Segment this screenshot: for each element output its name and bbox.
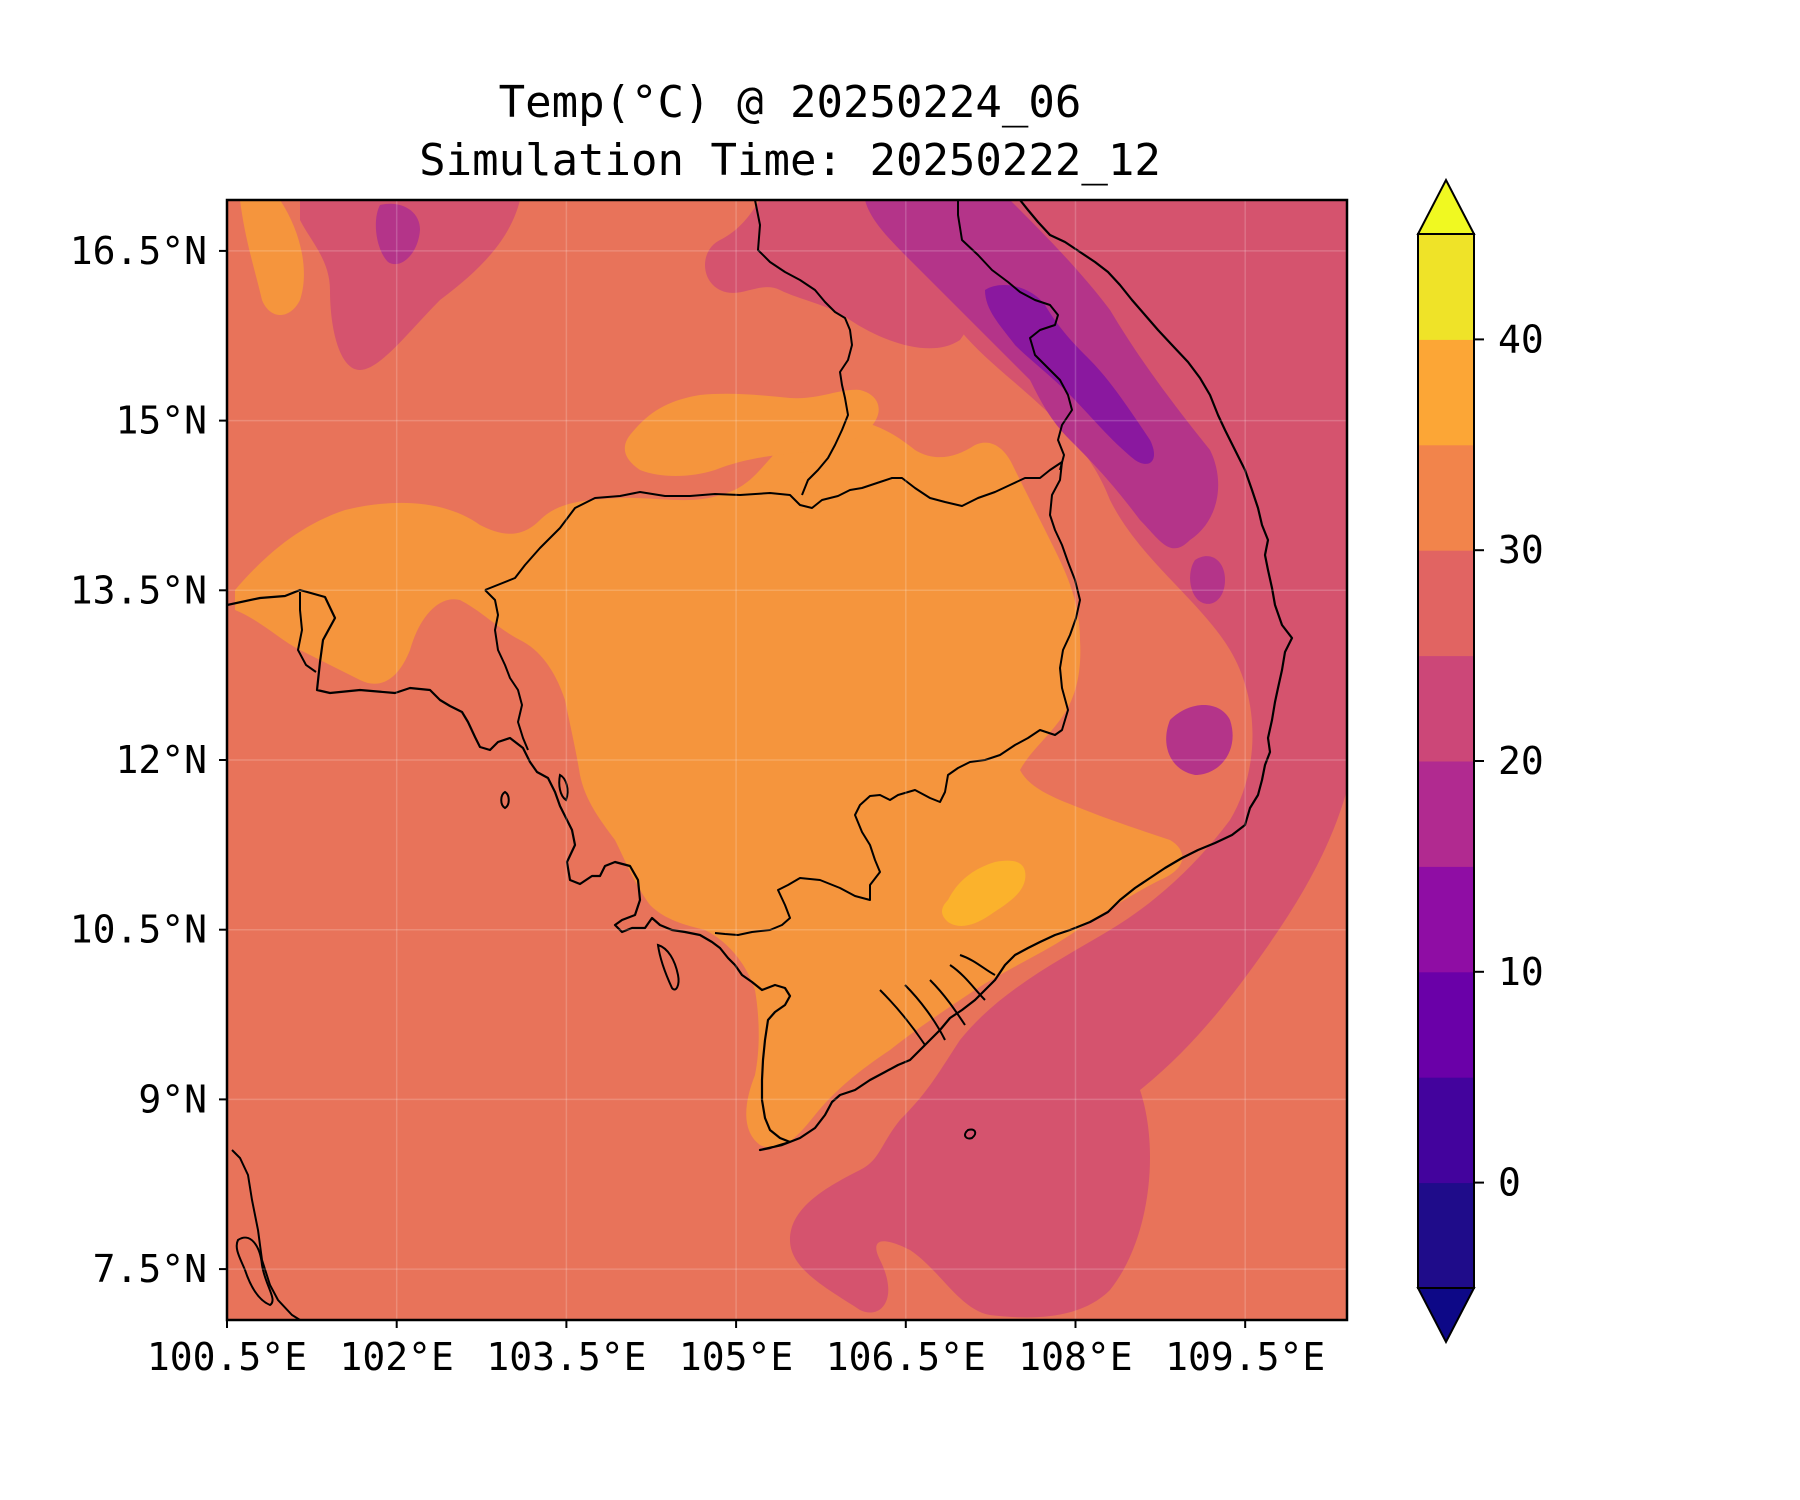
lat-tick-label: 13.5°N [70,568,207,612]
island-phu-quoc [656,943,680,991]
colorbar-segment [1418,1182,1474,1289]
coast-peninsula-southwest [231,1149,301,1320]
colorbar-tick-label: 20 [1498,739,1544,783]
field-cold-patch-c [375,203,420,265]
field-coldest-highlands [985,285,1155,464]
lon-tick-label: 100.5°E [147,1335,307,1379]
island-small-a [500,790,510,810]
colorbar-segment [1418,655,1474,762]
colorbar-tick-label: 10 [1498,950,1544,994]
field-warm-northwest-tip [240,200,304,315]
field-warm-land [235,420,1183,1149]
colorbar-segment [1418,1077,1474,1184]
colorbar-segment [1418,339,1474,446]
longitude-axis: 100.5°E 102°E 103.5°E 105°E 106.5°E 108°E 109.… [147,1320,1325,1379]
colorbar-extend-min [1416,1287,1476,1345]
colorbar: 0 10 20 30 40 [1416,177,1544,1345]
latitude-axis: 16.5°N 15°N 13.5°N 12°N 10.5°N 9°N 7.5°N [70,229,227,1291]
lon-tick-label: 103.5°E [486,1335,646,1379]
colorbar-tick-label: 40 [1498,317,1544,361]
colorbar-segment [1418,444,1474,551]
lon-tick-label: 105°E [679,1335,793,1379]
lat-tick-label: 9°N [138,1077,207,1121]
colorbar-tick-label: 0 [1498,1161,1521,1205]
field-hot-spot [942,860,1026,926]
island-koh-kong [558,773,569,802]
lat-tick-label: 7.5°N [93,1247,207,1291]
mekong-delta-channels [879,954,996,1046]
colorbar-segment [1418,550,1474,657]
lat-tick-label: 15°N [115,399,207,443]
temperature-map [227,200,1347,1320]
lon-tick-label: 102°E [340,1335,454,1379]
field-cold-patch-b [1190,556,1225,604]
map-title-line2: Simulation Time: 20250222_12 [419,135,1161,186]
colorbar-segment [1418,761,1474,867]
lat-tick-label: 10.5°N [70,908,207,952]
border-laos-vietnam [957,200,1073,471]
colorbar-tick-label: 30 [1498,528,1544,572]
lat-tick-label: 16.5°N [70,229,207,273]
field-cold-patch-a [1166,705,1233,775]
island-small-b [964,1128,977,1140]
field-warm-north-patch [624,389,879,476]
lat-tick-label: 12°N [115,738,207,782]
colorbar-segment [1418,971,1474,1078]
coastline-mainland [227,200,1294,1152]
border-laos-thailand [754,200,853,496]
lon-tick-label: 106.5°E [826,1335,986,1379]
colorbar-segment [1418,866,1474,973]
border-thailand-west [296,592,317,673]
colorbar-segment [1418,234,1474,340]
map-title-line1: Temp(°C) @ 20250224_06 [498,77,1082,128]
border-cambodia [484,461,1081,936]
field-cold-highlands [865,200,1219,549]
field-cool-northwest [300,200,520,370]
lon-tick-label: 108°E [1018,1335,1132,1379]
colorbar-extend-max [1416,177,1476,235]
lon-tick-label: 109.5°E [1165,1335,1325,1379]
island-southwest [235,1236,274,1307]
